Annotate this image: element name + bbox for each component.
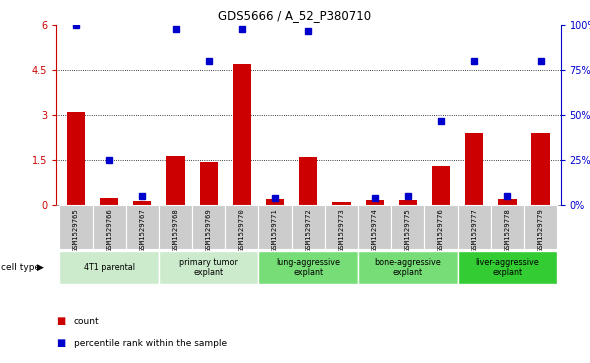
Text: count: count	[74, 317, 99, 326]
Text: GSM1529768: GSM1529768	[172, 208, 179, 252]
Text: 4T1 parental: 4T1 parental	[84, 263, 135, 272]
Text: GSM1529767: GSM1529767	[139, 208, 145, 252]
Bar	[532, 133, 550, 205]
Text: percentile rank within the sample: percentile rank within the sample	[74, 339, 227, 347]
Bar	[126, 205, 159, 249]
Text: GSM1529772: GSM1529772	[305, 208, 312, 252]
Bar	[266, 199, 284, 205]
Bar	[258, 205, 291, 249]
Bar	[299, 157, 317, 205]
Text: GSM1529766: GSM1529766	[106, 208, 112, 252]
Text: primary tumor
explant: primary tumor explant	[179, 258, 238, 277]
Text: GSM1529769: GSM1529769	[206, 208, 212, 252]
Bar	[166, 156, 185, 205]
Text: ■: ■	[56, 316, 65, 326]
Text: liver-aggressive
explant: liver-aggressive explant	[476, 258, 539, 277]
Text: GSM1529770: GSM1529770	[239, 208, 245, 252]
Bar	[159, 205, 192, 249]
Bar	[499, 199, 516, 205]
Bar	[424, 205, 458, 249]
Bar	[366, 200, 384, 205]
Bar	[133, 201, 152, 205]
Text: ▶: ▶	[37, 263, 44, 272]
Text: GSM1529765: GSM1529765	[73, 208, 79, 252]
Bar	[432, 166, 450, 205]
Text: GDS5666 / A_52_P380710: GDS5666 / A_52_P380710	[218, 9, 372, 22]
Bar	[258, 251, 358, 284]
Bar	[100, 197, 118, 205]
Bar	[524, 205, 557, 249]
Bar	[491, 205, 524, 249]
Bar	[358, 251, 458, 284]
Bar	[67, 112, 85, 205]
Text: GSM1529777: GSM1529777	[471, 208, 477, 252]
Text: GSM1529778: GSM1529778	[504, 208, 510, 252]
Bar	[233, 64, 251, 205]
Text: lung-aggressive
explant: lung-aggressive explant	[276, 258, 340, 277]
Bar	[399, 200, 417, 205]
Text: GSM1529775: GSM1529775	[405, 208, 411, 252]
Text: ■: ■	[56, 338, 65, 348]
Bar	[291, 205, 325, 249]
Bar	[358, 205, 391, 249]
Text: GSM1529771: GSM1529771	[272, 208, 278, 252]
Text: GSM1529774: GSM1529774	[372, 208, 378, 252]
Bar	[332, 202, 350, 205]
Text: GSM1529776: GSM1529776	[438, 208, 444, 252]
Bar	[60, 205, 93, 249]
Bar	[225, 205, 258, 249]
Text: GSM1529779: GSM1529779	[537, 208, 543, 252]
Bar	[458, 205, 491, 249]
Bar	[199, 162, 218, 205]
Text: cell type: cell type	[1, 263, 40, 272]
Text: bone-aggressive
explant: bone-aggressive explant	[375, 258, 441, 277]
Text: GSM1529773: GSM1529773	[339, 208, 345, 252]
Bar	[192, 205, 225, 249]
Bar	[325, 205, 358, 249]
Bar	[465, 133, 483, 205]
Bar	[391, 205, 424, 249]
Bar	[60, 251, 159, 284]
Bar	[458, 251, 557, 284]
Bar	[93, 205, 126, 249]
Bar	[159, 251, 258, 284]
